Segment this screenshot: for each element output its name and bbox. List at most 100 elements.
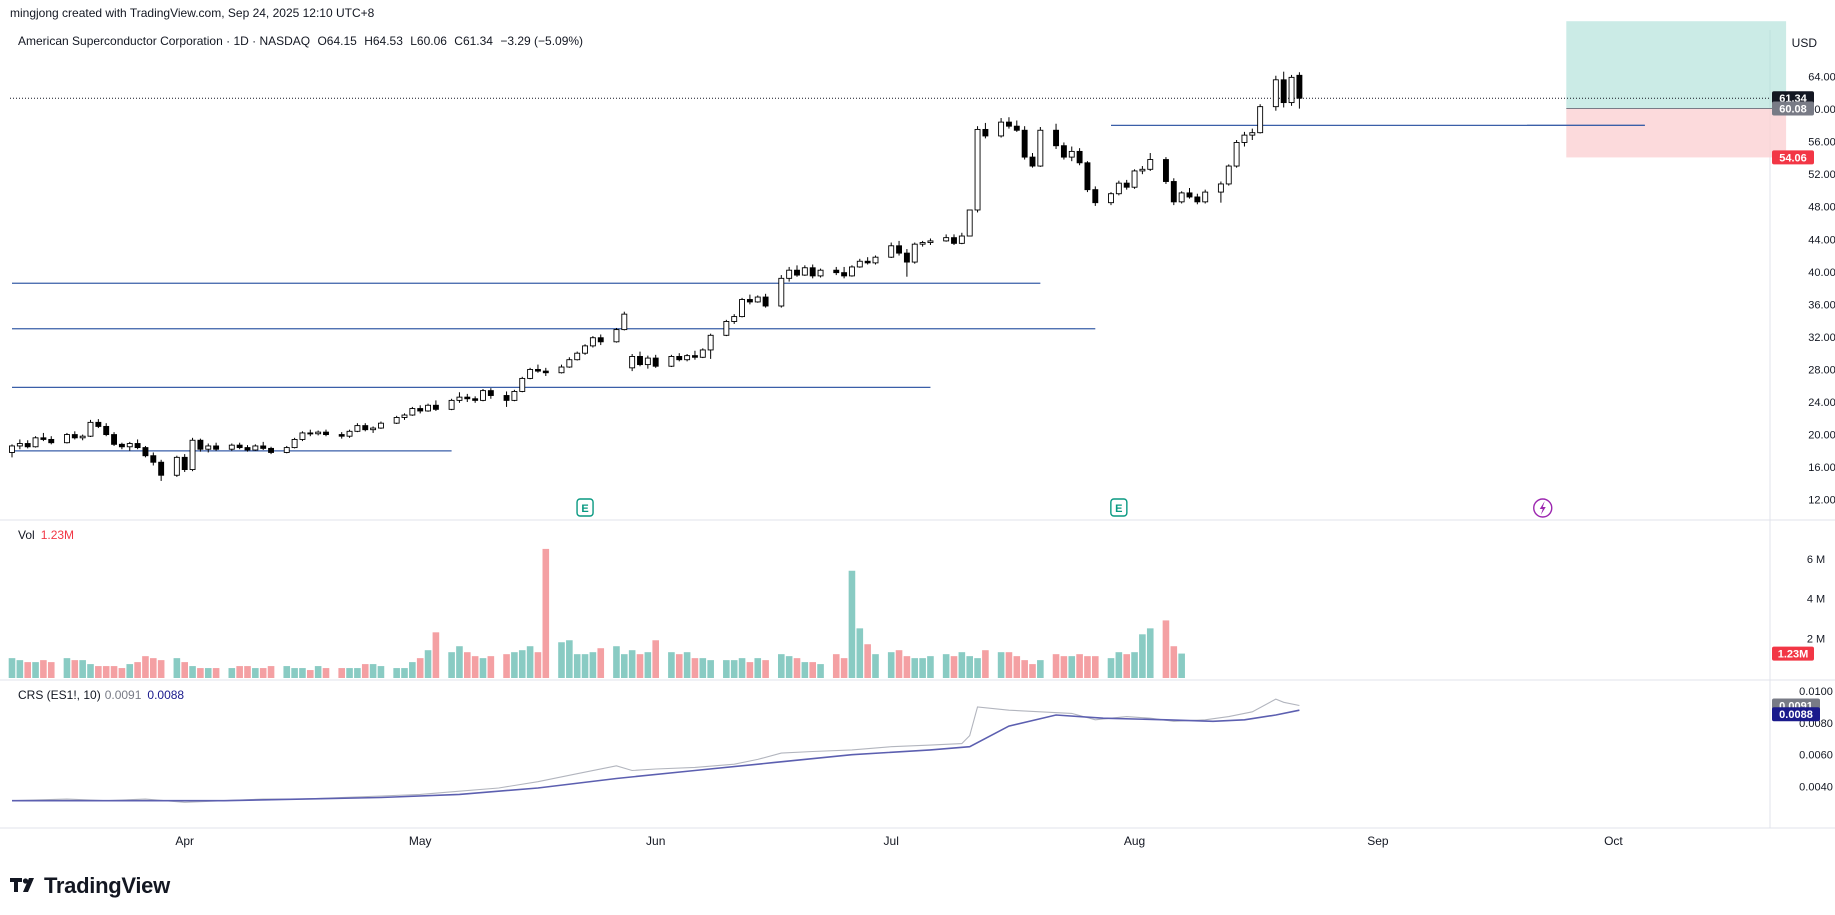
volume-bar-down[interactable] [1123,654,1130,678]
volume-bar-down[interactable] [142,656,149,678]
volume-bar-up[interactable] [526,646,534,678]
volume-bar-up[interactable] [409,662,416,678]
candle-down[interactable] [323,431,329,436]
volume-bar-down[interactable] [134,662,141,678]
candle-up[interactable] [684,355,691,361]
candle-up[interactable] [998,121,1005,137]
volume-bar-down[interactable] [793,658,801,678]
candle-down[interactable] [1084,162,1091,191]
volume-bar-down[interactable] [1029,664,1036,678]
volume-bar-down[interactable] [675,654,683,678]
volume-bar-up[interactable] [189,666,196,678]
volume-bar-up[interactable] [566,640,573,678]
volume-bar-up[interactable] [1131,652,1138,678]
candle-up[interactable] [1131,170,1138,188]
volume-bar-up[interactable] [966,656,973,678]
volume-bar-up[interactable] [997,652,1005,678]
candle-down[interactable] [487,390,494,396]
volume-bar-down[interactable] [236,666,243,678]
candle-up[interactable] [354,425,361,432]
candle-up[interactable] [574,352,581,361]
volume-bar-down[interactable] [652,640,659,678]
candle-down[interactable] [982,128,989,137]
volume-bar-down[interactable] [534,652,542,678]
candle-up[interactable] [283,447,290,453]
candle-up[interactable] [1241,134,1248,143]
candle-up[interactable] [943,237,950,242]
candle-up[interactable] [958,235,965,244]
candle-down[interactable] [71,434,78,439]
candle-down[interactable] [896,245,902,254]
volume-bar-up[interactable] [299,668,306,678]
volume-bar-down[interactable] [1021,660,1028,678]
volume-bar-up[interactable] [668,652,675,678]
symbol-name[interactable]: American Superconductor Corporation · 1D… [18,34,311,48]
candle-up[interactable] [393,417,400,424]
candle-up[interactable] [1139,168,1146,172]
candle-down[interactable] [652,357,659,367]
volume-bar-up[interactable] [683,652,691,678]
candle-down[interactable] [134,443,141,449]
candle-up[interactable] [872,256,879,264]
volume-bar-down[interactable] [503,654,510,678]
volume-bar-up[interactable] [63,658,71,678]
volume-bar-down[interactable] [307,670,314,678]
candle-down[interactable] [142,447,149,457]
volume-bar-up[interactable] [872,654,879,678]
candle-down[interactable] [951,237,957,244]
volume-bar-up[interactable] [801,662,809,678]
volume-bar-down[interactable] [1170,646,1178,678]
volume-bar-down[interactable] [864,644,871,678]
candle-down[interactable] [864,260,871,264]
candle-up[interactable] [1257,106,1264,134]
candle-down[interactable] [1092,189,1099,204]
volume-bar-down[interactable] [1084,656,1091,678]
volume-bar-down[interactable] [361,664,369,678]
volume-bar-down[interactable] [244,666,251,678]
volume-bar-up[interactable] [283,666,291,678]
volume-bar-down[interactable] [47,662,55,678]
candle-down[interactable] [1021,129,1028,158]
candle-down[interactable] [48,438,55,444]
volume-bar-up[interactable] [974,658,981,678]
candle-up[interactable] [856,260,863,268]
volume-bar-up[interactable] [1107,658,1115,678]
volume-bar-up[interactable] [730,660,738,678]
volume-bar-down[interactable] [110,666,118,678]
volume-bar-down[interactable] [95,666,102,678]
candle-down[interactable] [95,421,102,427]
candle-up[interactable] [1272,79,1279,108]
volume-bar-down[interactable] [982,650,989,678]
volume-bar-up[interactable] [887,652,895,678]
volume-bar-up[interactable] [958,652,966,678]
volume-bar-up[interactable] [448,652,455,678]
candle-up[interactable] [32,437,39,448]
candle-down[interactable] [1076,150,1083,164]
candle-up[interactable] [378,422,384,429]
volume-bar-down[interactable] [24,662,31,678]
candle-down[interactable] [746,299,753,303]
volume-bar-up[interactable] [942,654,950,678]
candle-up[interactable] [801,267,808,276]
volume-bar-down[interactable] [895,650,903,678]
candle-down[interactable] [794,269,800,276]
volume-bar-down[interactable] [102,666,110,678]
candle-down[interactable] [676,356,683,361]
candle-down[interactable] [503,395,510,401]
volume-bar-down[interactable] [487,656,495,678]
candle-up[interactable] [1068,150,1075,158]
candle-down[interactable] [111,434,118,445]
volume-bar-up[interactable] [573,654,581,678]
volume-bar-up[interactable] [346,668,353,678]
volume-bar-up[interactable] [911,658,919,678]
candle-up[interactable] [699,349,706,358]
candle-down[interactable] [118,443,125,448]
volume-bar-up[interactable] [252,668,259,678]
candle-down[interactable] [535,369,541,372]
candle-up[interactable] [786,269,793,279]
volume-bar-up[interactable] [393,668,400,678]
candle-up[interactable] [817,269,824,277]
candle-up[interactable] [1217,183,1224,193]
candle-up[interactable] [927,240,934,243]
earnings-marker-icon[interactable]: E [576,498,594,517]
